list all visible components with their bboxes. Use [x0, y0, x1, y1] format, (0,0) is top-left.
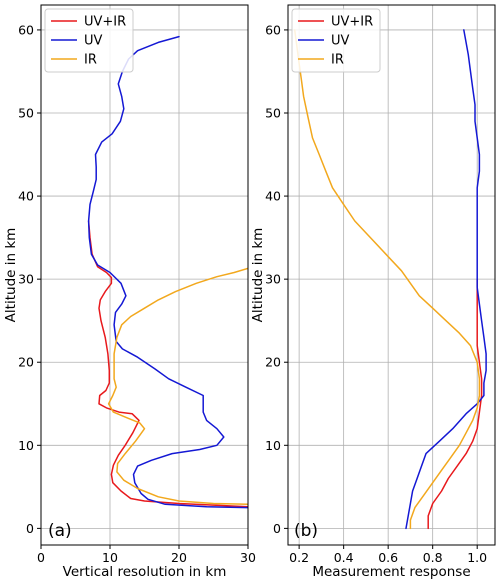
panel-a-frame	[40, 4, 249, 546]
panel-b-legend: UV+IR UV IR	[291, 8, 381, 73]
panel-b-legend-label-uv: UV	[331, 34, 350, 49]
panel-a-series-line-ir	[107, 267, 248, 506]
panel-b-legend-label-uv-ir: UV+IR	[331, 15, 373, 30]
panel-a: 0 10 20 30 0 10 20 30 40 50 60 Vertical resolution…	[3, 4, 256, 580]
panel-b-series-line-ir	[293, 29, 481, 530]
panel-b-y-tick-label: 0	[273, 521, 281, 536]
panel-a-x-tick-label: 10	[102, 550, 118, 565]
panel-b-y-tick-label: 40	[265, 189, 281, 204]
panel-b-x-tick-label: 0.6	[378, 550, 398, 565]
panel-a-legend-label-uv-ir: UV+IR	[84, 15, 126, 30]
panel-b-y-tick-label: 60	[265, 22, 281, 37]
panel-a-series-line-uv-ir	[87, 220, 248, 508]
panel-a-legend-label-ir: IR	[84, 53, 97, 68]
panel-b-x-tick-label: 1.0	[467, 550, 487, 565]
panel-b-y-tick-label: 20	[265, 355, 281, 370]
panel-b-x-tick-label: 0.4	[334, 550, 354, 565]
panel-a-x-tick-label: 30	[240, 550, 256, 565]
panel-a-y-axis-label: Altitude in km	[3, 228, 19, 323]
panel-b-frame	[287, 4, 496, 546]
panel-b-y-tick-label: 50	[265, 106, 281, 121]
panel-a-x-tick-label: 0	[37, 550, 45, 565]
panel-a-y-tick-label: 40	[18, 189, 34, 204]
panel-b: 0.2 0.4 0.6 0.8 1.0 0 10 20 30 40 50 60 Measurement…	[250, 4, 496, 580]
panel-a-legend-label-uv: UV	[84, 34, 103, 49]
panel-a-legend: UV+IR UV IR	[44, 8, 134, 73]
panel-a-series	[87, 35, 248, 509]
panel-a-y-tick-label: 60	[18, 22, 34, 37]
panel-a-x-tick-label: 20	[171, 550, 187, 565]
panel-a-y-tick-label: 10	[18, 438, 34, 453]
panel-a-y-tick-label: 30	[18, 272, 34, 287]
panel-b-x-tick-label: 0.8	[423, 550, 443, 565]
panel-b-series-line-uv	[405, 29, 487, 530]
panel-b-grid	[288, 5, 495, 545]
panel-b-series-line-uv-ir	[427, 278, 483, 530]
panel-a-series-line-uv	[87, 35, 248, 509]
panel-a-ticks: 0 10 20 30 0 10 20 30 40 50 60	[18, 22, 256, 565]
panel-b-x-tick-label: 0.2	[289, 550, 309, 565]
panel-a-x-axis-label: Vertical resolution in km	[63, 564, 227, 580]
panel-a-y-tick-label: 0	[26, 521, 34, 536]
panel-b-y-tick-label: 10	[265, 438, 281, 453]
panel-b-y-axis-label: Altitude in km	[250, 228, 266, 323]
panel-a-label: (a)	[48, 521, 72, 541]
panel-b-legend-label-ir: IR	[331, 53, 344, 68]
panel-a-y-tick-label: 20	[18, 355, 34, 370]
panel-b-ticks: 0.2 0.4 0.6 0.8 1.0 0 10 20 30 40 50 60	[265, 22, 487, 565]
panel-b-legend-box	[291, 8, 381, 73]
panel-b-x-axis-label: Measurement response	[312, 564, 470, 580]
panel-a-legend-box	[44, 8, 134, 73]
panel-b-y-tick-label: 30	[265, 272, 281, 287]
panel-a-y-tick-label: 50	[18, 106, 34, 121]
panel-b-label: (b)	[294, 521, 318, 541]
panel-b-series	[293, 29, 487, 530]
